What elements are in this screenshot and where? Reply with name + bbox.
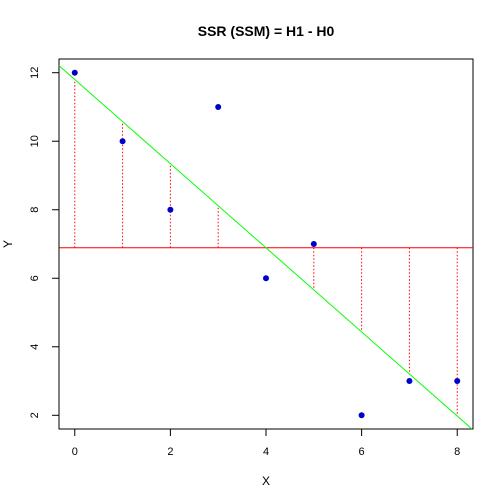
data-point [167,206,174,213]
x-axis-label: X [262,474,270,488]
x-tick-label: 6 [359,446,365,458]
plot-area [58,58,474,430]
y-tick-label: 8 [29,207,41,213]
data-point [263,275,269,282]
y-tick-label: 6 [29,275,41,281]
chart-title: SSR (SSM) = H1 - H0 [198,23,335,39]
x-tick-label: 0 [72,446,78,458]
data-point [119,138,126,145]
y-axis: 2 4 6 8 10 12 [29,67,60,418]
regression-line [58,65,473,430]
data-point [406,378,413,385]
x-axis: 0 2 4 6 8 [72,428,460,458]
fit-lines [58,65,473,430]
data-points [71,69,461,419]
y-tick-label: 4 [29,344,41,350]
data-point [310,241,317,247]
residual-segments [74,79,458,417]
data-point [454,378,461,385]
y-axis-label: Y [1,240,15,248]
y-tick-label: 10 [29,135,41,147]
x-tick-label: 2 [167,446,173,458]
data-point [215,103,222,110]
x-tick-label: 4 [263,446,269,458]
data-point [358,412,365,419]
y-tick-label: 2 [29,412,41,418]
data-point [71,69,78,76]
x-tick-label: 8 [454,446,460,458]
y-tick-label: 12 [29,67,41,79]
